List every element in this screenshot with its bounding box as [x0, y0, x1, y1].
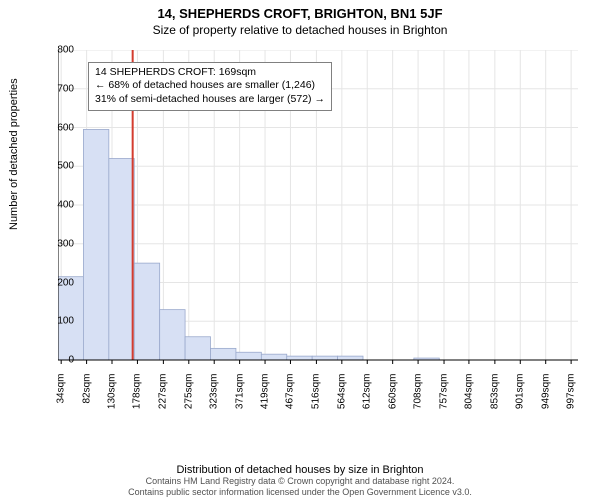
y-tick-label: 500	[57, 161, 74, 172]
x-tick-label: 275sqm	[183, 374, 194, 414]
footer-attribution: Contains HM Land Registry data © Crown c…	[0, 476, 600, 498]
y-tick-label: 0	[68, 355, 74, 366]
x-axis-label: Distribution of detached houses by size …	[0, 464, 600, 476]
x-tick-label: 419sqm	[260, 374, 271, 414]
y-tick-label: 300	[57, 238, 74, 249]
x-tick-label: 227sqm	[158, 374, 169, 414]
x-tick-label: 757sqm	[439, 374, 450, 414]
x-tick-label: 997sqm	[566, 374, 577, 414]
footer-line-1: Contains HM Land Registry data © Crown c…	[0, 476, 600, 487]
x-tick-label: 612sqm	[362, 374, 373, 414]
x-tick-label: 467sqm	[285, 374, 296, 414]
x-tick-label: 804sqm	[463, 374, 474, 414]
y-axis-label: Number of detached properties	[8, 78, 20, 230]
x-tick-label: 34sqm	[56, 374, 67, 414]
x-tick-label: 516sqm	[311, 374, 322, 414]
x-tick-label: 178sqm	[132, 374, 143, 414]
info-line-1: 14 SHEPHERDS CROFT: 169sqm	[95, 66, 325, 80]
y-tick-label: 600	[57, 122, 74, 133]
y-tick-label: 200	[57, 277, 74, 288]
x-tick-label: 708sqm	[413, 374, 424, 414]
x-tick-label: 82sqm	[81, 374, 92, 414]
y-tick-label: 100	[57, 316, 74, 327]
x-tick-label: 853sqm	[489, 374, 500, 414]
y-tick-label: 800	[57, 45, 74, 56]
y-tick-label: 400	[57, 200, 74, 211]
x-tick-label: 371sqm	[234, 374, 245, 414]
x-tick-label: 949sqm	[540, 374, 551, 414]
x-tick-label: 901sqm	[515, 374, 526, 414]
info-line-2: ← 68% of detached houses are smaller (1,…	[95, 79, 325, 93]
info-line-3: 31% of semi-detached houses are larger (…	[95, 93, 325, 107]
footer-line-2: Contains public sector information licen…	[0, 487, 600, 498]
chart-container: 14, SHEPHERDS CROFT, BRIGHTON, BN1 5JF S…	[0, 0, 600, 500]
property-info-box: 14 SHEPHERDS CROFT: 169sqm← 68% of detac…	[88, 62, 332, 111]
y-tick-label: 700	[57, 83, 74, 94]
x-tick-label: 130sqm	[107, 374, 118, 414]
x-tick-label: 660sqm	[387, 374, 398, 414]
x-tick-label: 323sqm	[209, 374, 220, 414]
x-tick-label: 564sqm	[336, 374, 347, 414]
chart-title: 14, SHEPHERDS CROFT, BRIGHTON, BN1 5JF	[0, 0, 600, 21]
chart-subtitle: Size of property relative to detached ho…	[0, 21, 600, 37]
